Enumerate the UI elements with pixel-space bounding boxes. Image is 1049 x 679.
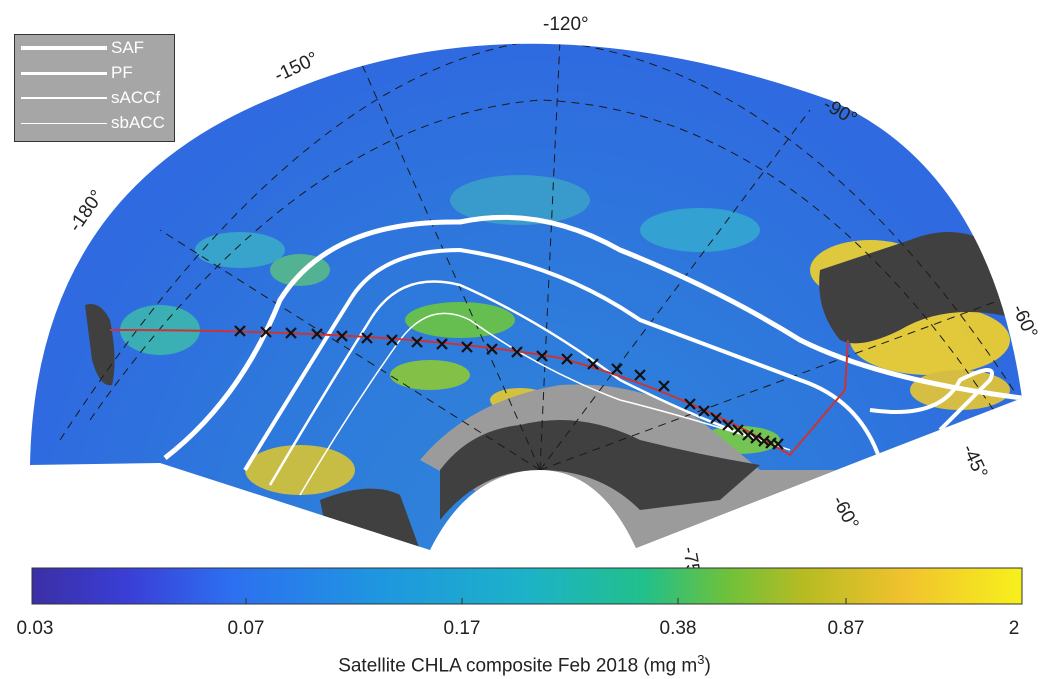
station-marker — [750, 432, 762, 444]
station-marker — [511, 346, 523, 358]
front-loop — [869, 368, 994, 432]
station-markers — [234, 325, 784, 450]
station-marker — [536, 350, 548, 362]
station-marker — [742, 429, 754, 441]
lon-label-150: -150° — [271, 48, 321, 86]
front-saf — [163, 214, 1022, 460]
station-marker — [436, 338, 448, 350]
south-america-land — [819, 232, 1022, 344]
legend-swatch-sbacc — [21, 123, 107, 124]
station-marker — [361, 332, 373, 344]
antarctica-land — [440, 420, 760, 520]
station-marker — [260, 326, 272, 338]
legend-swatch-pf — [21, 72, 107, 75]
legend-label-sbacc: sbACC — [111, 113, 165, 132]
front-sbacc — [299, 312, 791, 496]
colorbar — [31, 567, 1023, 605]
colorbar-title-superscript: 3 — [697, 652, 705, 667]
legend-swatch-saccf — [21, 97, 107, 99]
station-marker — [772, 438, 784, 450]
legend-label-pf: PF — [111, 63, 133, 82]
station-marker — [234, 325, 246, 337]
station-marker — [758, 435, 770, 447]
colorbar-title-text: Satellite CHLA composite Feb 2018 (mg m — [338, 655, 698, 677]
front-pf — [243, 247, 882, 472]
colorbar-tick-4: 0.87 — [827, 618, 865, 639]
station-marker — [461, 341, 473, 353]
station-marker — [285, 327, 297, 339]
colorbar-tick-0: 0.03 — [16, 618, 54, 639]
station-marker — [311, 328, 323, 340]
colorbar-tick-2: 0.17 — [443, 618, 481, 639]
fronts-legend: SAF PF sACCf sbACC — [14, 34, 175, 142]
legend-item-saccf: sACCf — [15, 87, 174, 109]
station-marker — [411, 336, 423, 348]
station-marker — [698, 405, 710, 417]
station-marker — [561, 353, 573, 365]
legend-item-saf: SAF — [15, 37, 174, 59]
lon-label-60: -60° — [1007, 301, 1041, 342]
station-marker — [658, 380, 670, 392]
colorbar-tick-3: 0.38 — [659, 618, 697, 639]
station-marker — [710, 412, 722, 424]
colorbar-tick-labels: 0.03 0.07 0.17 0.38 0.87 2 — [0, 618, 1049, 642]
station-marker — [722, 419, 734, 431]
station-marker — [634, 369, 646, 381]
map-fan — [30, 43, 1022, 550]
fronts — [163, 214, 1022, 496]
legend-label-saf: SAF — [111, 38, 145, 57]
colorbar-title: Satellite CHLA composite Feb 2018 (mg m3… — [0, 652, 1049, 677]
legend-item-pf: PF — [15, 62, 174, 84]
station-marker — [684, 398, 696, 410]
legend-item-sbacc: sbACC — [15, 112, 174, 134]
colorbar-tick-marks — [31, 568, 1023, 604]
colorbar-title-suffix: ) — [704, 655, 711, 677]
legend-label-saccf: sACCf — [111, 88, 161, 107]
station-marker — [336, 330, 348, 342]
legend-swatch-saf — [21, 46, 107, 50]
colorbar-tick-1: 0.07 — [227, 618, 265, 639]
station-marker — [486, 343, 498, 355]
new-zealand-land — [85, 304, 115, 386]
lat-label-60: -60° — [828, 492, 863, 533]
lon-label-120: -120° — [543, 14, 589, 35]
station-marker — [386, 334, 398, 346]
station-marker — [587, 358, 599, 370]
lon-label-45: -45° — [957, 441, 991, 482]
front-saccf — [268, 280, 761, 486]
colorbar-tick-5: 2 — [1008, 618, 1020, 639]
station-marker — [611, 363, 623, 375]
station-marker — [732, 424, 744, 436]
